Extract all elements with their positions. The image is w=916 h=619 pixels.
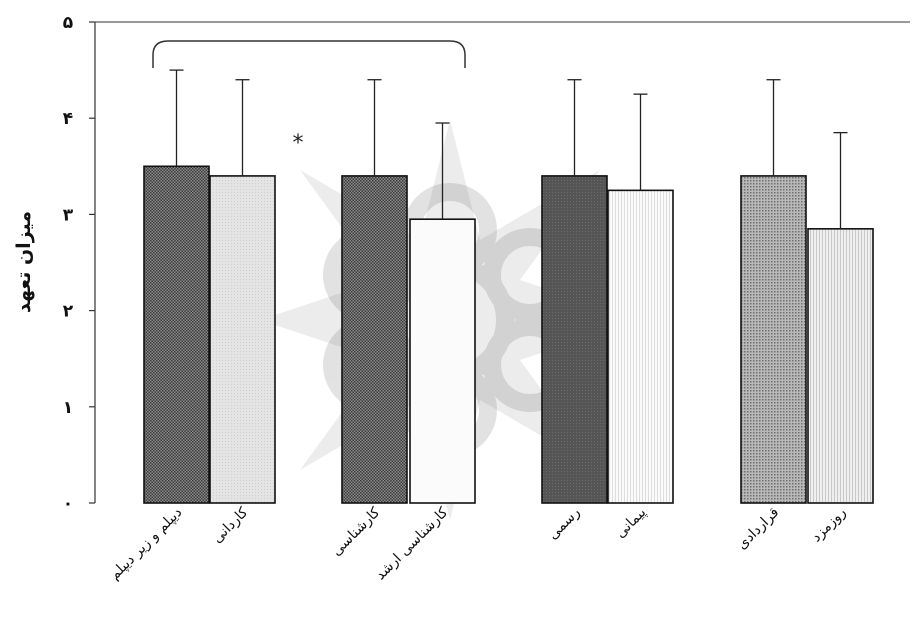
y-axis-label: میزان تعهد bbox=[13, 211, 35, 313]
category-label: پیمانی bbox=[613, 504, 650, 541]
category-label: کاردانی bbox=[209, 504, 251, 546]
bar bbox=[209, 175, 276, 504]
error-bars bbox=[169, 69, 848, 229]
category-label: رسمی bbox=[545, 505, 583, 543]
bar bbox=[143, 165, 210, 504]
axes bbox=[94, 21, 910, 503]
bar bbox=[607, 189, 674, 504]
y-tick-label: ۳ bbox=[63, 205, 74, 225]
bar bbox=[740, 175, 807, 504]
category-labels: دیپلم و زیر دیپلم کاردانی کارشناسیکارشناسی… bbox=[107, 504, 850, 583]
category-label: قراردادی bbox=[734, 505, 782, 553]
y-tick-label: ۰ bbox=[63, 494, 73, 514]
bar bbox=[409, 218, 476, 504]
bar bbox=[341, 175, 408, 504]
category-label: کارشناسی ارشد bbox=[372, 504, 451, 583]
category-label: روزمزد bbox=[808, 505, 849, 546]
y-tick-label: ۴ bbox=[63, 109, 73, 129]
category-label: دیپلم و زیر دیپلم bbox=[107, 505, 186, 584]
y-tick-label: ۱ bbox=[63, 398, 73, 418]
y-tick-label: ۲ bbox=[63, 302, 74, 322]
category-label: کارشناسی bbox=[329, 504, 384, 559]
y-tick-label: ۵ bbox=[63, 13, 73, 33]
bar bbox=[541, 175, 608, 504]
bar bbox=[807, 228, 874, 504]
significance-bracket bbox=[152, 40, 466, 68]
y-ticks: ۰ ۱ ۲ ۳ ۴ ۵ bbox=[63, 13, 95, 514]
significance-asterisk: * bbox=[293, 131, 304, 156]
